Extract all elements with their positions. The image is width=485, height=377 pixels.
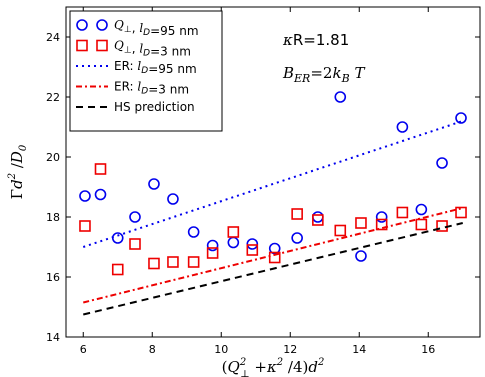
- legend-label: ER: lD=95 nm: [114, 59, 197, 76]
- data-point-square: [312, 214, 324, 226]
- data-point-circle: [148, 178, 160, 190]
- data-point-circle: [291, 232, 303, 244]
- data-point-circle: [436, 157, 448, 169]
- x-tick-label: 6: [80, 343, 87, 356]
- data-point-square: [355, 217, 367, 229]
- data-point-square: [396, 206, 409, 219]
- data-point-circle: [206, 239, 219, 252]
- data-point-circle: [167, 193, 179, 205]
- data-point-square: [334, 224, 347, 237]
- data-point-circle: [187, 226, 200, 238]
- data-point-square: [246, 244, 259, 256]
- legend-box: [69, 10, 223, 132]
- y-axis: 14 16 18 20 22 24: [46, 31, 480, 344]
- x-axis-label: (Q2 ⊥ +κ2 /4)d2: [222, 357, 325, 377]
- data-point-square: [94, 163, 107, 175]
- data-point-circle: [94, 188, 107, 201]
- x-tick-label: 12: [283, 343, 297, 356]
- annotation-ber: BER=2kB T: [282, 64, 365, 85]
- data-point-circle: [334, 91, 347, 103]
- y-tick-label: 16: [46, 271, 60, 284]
- series-line-3: [83, 207, 463, 304]
- data-point-circle: [79, 190, 91, 202]
- x-tick-label: 10: [214, 343, 228, 356]
- data-point-circle: [129, 211, 141, 223]
- legend-marker-square: [76, 39, 88, 52]
- legend-marker-square: [96, 39, 108, 52]
- x-tick-label: 8: [149, 343, 156, 356]
- legend-label: Q⊥, lD=95 nm: [114, 18, 199, 38]
- data-point-square: [415, 218, 428, 231]
- data-point-square: [79, 220, 91, 232]
- data-point-square: [148, 257, 160, 270]
- annotation-kappa-r: κR=1.81: [282, 31, 349, 49]
- x-tick-label: 16: [421, 343, 435, 356]
- y-tick-label: 14: [46, 331, 60, 344]
- data-point-circle: [396, 121, 409, 133]
- legend-label: ER: lD=3 nm: [114, 80, 189, 97]
- y-tick-label: 22: [46, 91, 60, 104]
- series-line-4: [83, 222, 463, 316]
- data-point-circle: [312, 211, 324, 223]
- data-point-square: [455, 206, 467, 219]
- legend-label: Q⊥, lD=3 nm: [114, 39, 191, 59]
- y-tick-label: 24: [46, 31, 60, 44]
- legend-marker-circle: [96, 19, 108, 31]
- y-axis-label: Γd2 /D0: [7, 144, 29, 199]
- data-point-circle: [415, 203, 428, 216]
- x-tick-label: 14: [352, 343, 366, 356]
- data-point-square: [227, 226, 240, 238]
- data-point-square: [167, 256, 179, 268]
- y-tick-label: 20: [46, 151, 60, 164]
- plot-frame: [65, 6, 481, 338]
- legend-label: HS prediction: [114, 100, 195, 114]
- data-point-square: [206, 247, 219, 259]
- data-point-circle: [246, 238, 259, 250]
- data-point-square: [291, 208, 303, 220]
- data-point-circle: [375, 211, 388, 223]
- data-point-square: [187, 256, 200, 268]
- data-point-square: [111, 263, 124, 276]
- y-tick-label: 18: [46, 211, 60, 224]
- series-line-2: [82, 120, 464, 248]
- data-point-circle: [455, 112, 467, 124]
- data-point-square: [375, 218, 388, 231]
- data-point-circle: [355, 250, 367, 262]
- data-point-square: [268, 251, 281, 264]
- data-point-circle: [268, 242, 281, 255]
- legend-marker-circle: [76, 19, 88, 31]
- data-point-circle: [227, 236, 240, 249]
- plot-marks: [79, 91, 467, 316]
- x-axis: 6 8 10 12 14 16: [80, 7, 435, 356]
- data-point-square: [129, 238, 141, 250]
